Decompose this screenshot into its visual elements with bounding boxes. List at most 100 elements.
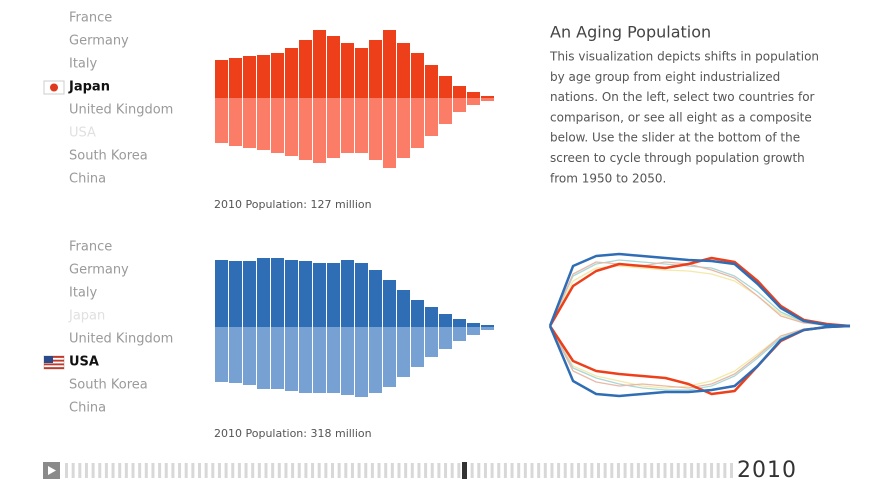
composite-line: [549, 259, 851, 327]
country-option[interactable]: Italy: [69, 57, 98, 72]
slider-tick: [636, 463, 640, 478]
bar-lower: [229, 98, 242, 146]
bar-upper: [229, 261, 242, 327]
slider-tick: [623, 463, 627, 478]
slider-tick: [124, 463, 128, 478]
slider-tick: [158, 463, 162, 478]
bar-upper: [411, 300, 424, 327]
slider-tick: [138, 463, 142, 478]
slider-tick: [696, 463, 700, 478]
slider-tick: [643, 463, 647, 478]
bar-upper: [397, 43, 410, 98]
bar-lower: [383, 98, 396, 168]
bar-lower: [397, 327, 410, 377]
bar-upper: [271, 53, 284, 98]
country-option[interactable]: USA: [69, 355, 99, 370]
bar-upper: [285, 48, 298, 98]
country-option[interactable]: Germany: [69, 263, 129, 278]
bar-upper: [257, 258, 270, 327]
slider-tick: [563, 463, 567, 478]
slider-tick: [164, 463, 168, 478]
country-option[interactable]: USA: [69, 126, 96, 141]
slider-tick: [331, 463, 334, 478]
country-option[interactable]: South Korea: [69, 378, 148, 393]
slider-tick: [271, 463, 275, 478]
slider-tick: [178, 463, 182, 478]
bar-upper: [439, 314, 452, 327]
slider-tick: [457, 463, 461, 478]
country-option[interactable]: China: [69, 401, 106, 416]
country-option[interactable]: France: [69, 11, 112, 26]
bar-lower: [411, 327, 424, 367]
country-option[interactable]: United Kingdom: [69, 103, 173, 118]
country-option[interactable]: United Kingdom: [69, 332, 173, 347]
bar-upper: [425, 65, 438, 98]
country-option[interactable]: Italy: [69, 286, 98, 301]
slider-tick: [597, 463, 600, 478]
bar-lower: [481, 98, 494, 101]
bar-lower: [355, 98, 368, 153]
bar-lower: [229, 327, 242, 383]
slider-tick: [417, 463, 421, 478]
slider-tick: [523, 463, 527, 478]
bar-lower: [453, 327, 466, 341]
slider-tick: [84, 463, 88, 478]
country-option[interactable]: Japan: [68, 309, 105, 324]
bar-upper: [299, 261, 312, 327]
slider-tick: [690, 463, 694, 478]
slider-tick: [450, 463, 454, 478]
bar-lower: [243, 98, 256, 148]
country-option[interactable]: Germany: [69, 34, 129, 49]
slider-tick: [71, 463, 75, 478]
slider-tick: [337, 463, 341, 478]
bar-upper: [355, 48, 368, 98]
bar-upper: [243, 56, 256, 98]
slider-tick: [131, 463, 135, 478]
country-option[interactable]: France: [69, 240, 112, 255]
slider-tick: [350, 463, 354, 478]
bar-upper: [481, 325, 494, 327]
bar-lower: [425, 327, 438, 357]
country-option[interactable]: China: [69, 172, 106, 187]
slider-tick: [191, 463, 195, 478]
slider-tick: [217, 463, 221, 478]
slider-tick: [111, 463, 115, 478]
bar-upper: [355, 263, 368, 327]
country-option[interactable]: South Korea: [69, 149, 148, 164]
bar-lower: [383, 327, 396, 387]
slider-tick: [616, 463, 620, 478]
slider-tick: [477, 463, 481, 478]
slider-tick: [656, 463, 660, 478]
bar-upper: [285, 260, 298, 327]
bar-lower: [257, 98, 270, 150]
bar-upper: [327, 36, 340, 98]
slider-tick: [390, 463, 394, 478]
slider-tick: [198, 463, 201, 478]
slider-thumb[interactable]: [462, 462, 467, 479]
slider-tick: [470, 463, 474, 478]
slider-tick: [311, 463, 315, 478]
country-option[interactable]: Japan: [68, 80, 110, 95]
slider-tick: [590, 463, 594, 478]
bar-lower: [369, 98, 382, 160]
bar-upper: [299, 40, 312, 98]
slider-tick: [530, 463, 534, 478]
slider-tick: [118, 463, 122, 478]
slider-tick: [517, 463, 521, 478]
info-text: from 1950 to 2050.: [550, 171, 666, 185]
bar-upper: [481, 96, 494, 98]
slider-tick: [716, 463, 720, 478]
bar-lower: [215, 327, 228, 382]
slider-tick: [723, 463, 727, 478]
slider-tick: [676, 463, 680, 478]
bar-lower: [439, 327, 452, 349]
bar-lower: [313, 98, 326, 163]
bar-upper: [369, 40, 382, 98]
slider-tick: [65, 463, 68, 478]
bar-lower: [327, 98, 340, 158]
slider-tick: [144, 463, 148, 478]
bar-lower: [467, 98, 480, 105]
slider-tick: [244, 463, 248, 478]
bar-lower: [355, 327, 368, 397]
